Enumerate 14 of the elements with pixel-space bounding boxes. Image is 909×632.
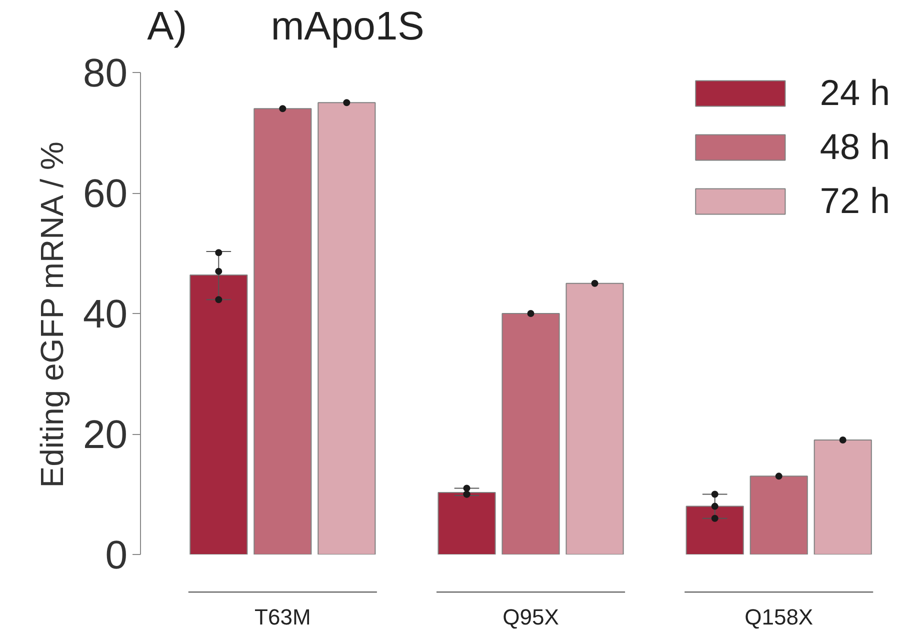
legend-label: 72 h [820,180,890,222]
y-tick-label: 40 [83,292,128,336]
y-tick-label: 20 [83,413,128,457]
text: A) [147,4,188,48]
x-tick-label: Q158X [744,604,814,630]
y-axis-title: Editing eGFP mRNA / % [34,142,70,488]
chart-title: mApo1S [270,4,424,48]
x-tick-label: T63M [254,604,311,630]
legend-label: 48 h [820,126,890,168]
x-tick-label: Q95X [502,604,560,630]
legend-label: 24 h [820,72,890,114]
y-tick-label: 0 [105,534,128,578]
y-tick-label: 80 [83,52,128,96]
y-tick-label: 60 [83,172,128,216]
